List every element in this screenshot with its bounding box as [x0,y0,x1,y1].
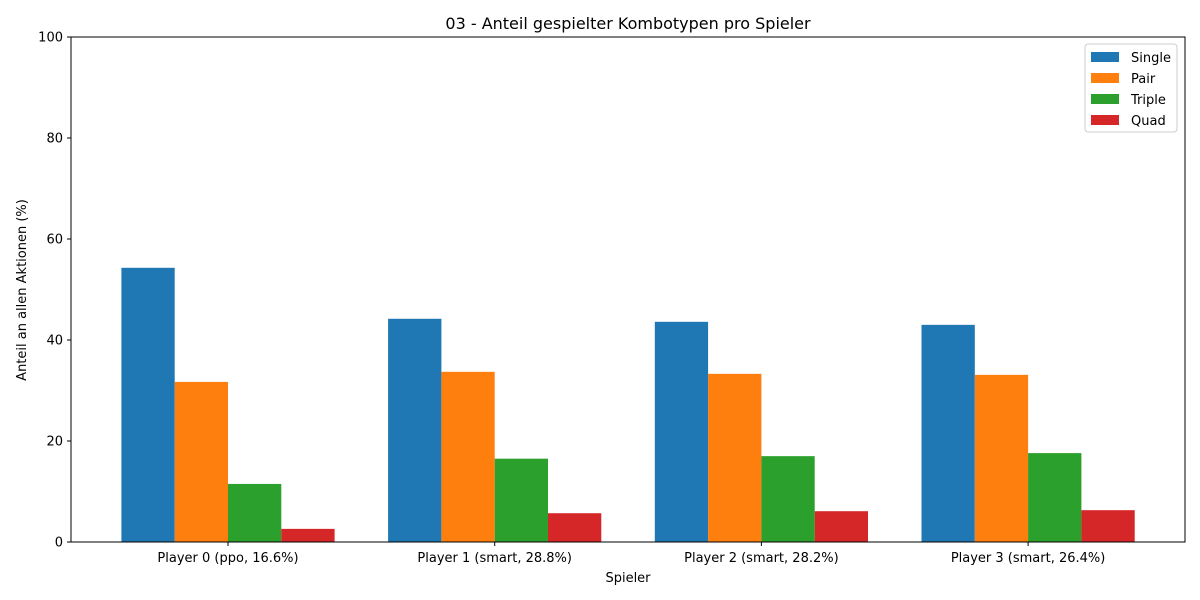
y-tick-label: 0 [55,536,63,551]
y-tick-label: 80 [46,132,63,147]
legend-swatch-triple [1091,94,1119,104]
bar-single-1 [388,318,442,542]
legend-swatch-quad [1091,115,1119,125]
x-tick-label: Player 3 (smart, 26.4%) [951,551,1106,566]
legend-swatch-single [1091,52,1119,62]
bar-pair-3 [974,374,1029,542]
bar-pair-0 [174,381,228,542]
legend-label-triple: Triple [1130,93,1166,108]
chart-title: 03 - Anteil gespielter Kombotypen pro Sp… [445,14,811,33]
legend-label-pair: Pair [1131,72,1156,87]
bar-quad-0 [281,528,335,542]
bar-quad-2 [814,511,868,542]
bar-quad-3 [1081,510,1135,542]
x-axis-label: Spieler [605,571,651,586]
bar-triple-2 [761,456,815,542]
bar-single-0 [121,267,175,542]
plot-area: 0 20 40 60 80 100 Player 0 (ppo, 16.6%) Player … [38,31,1186,566]
bar-single-3 [921,324,975,542]
bar-quad-1 [548,513,602,542]
bar-pair-1 [441,371,495,542]
bar-triple-0 [228,483,282,542]
plot-frame [70,36,1186,543]
y-tick-label: 40 [46,334,63,349]
y-tick-label: 20 [46,435,63,450]
y-axis-label: Anteil an allen Aktionen (%) [15,199,30,381]
bar-single-2 [654,321,709,542]
legend-swatch-pair [1091,73,1119,83]
y-tick-label: 100 [38,31,63,46]
bar-pair-2 [708,373,762,542]
x-tick-label: Player 1 (smart, 28.8%) [417,551,572,566]
legend-label-single: Single [1131,51,1171,66]
x-tick-label: Player 0 (ppo, 16.6%) [157,551,298,566]
legend-box [1084,43,1178,133]
y-tick-label: 60 [46,233,63,248]
bar-triple-1 [494,458,548,542]
x-tick-label: Player 2 (smart, 28.2%) [684,551,839,566]
legend-label-quad: Quad [1131,114,1166,129]
legend: Single Pair Triple Quad [1084,43,1178,133]
bar-triple-3 [1028,453,1082,542]
